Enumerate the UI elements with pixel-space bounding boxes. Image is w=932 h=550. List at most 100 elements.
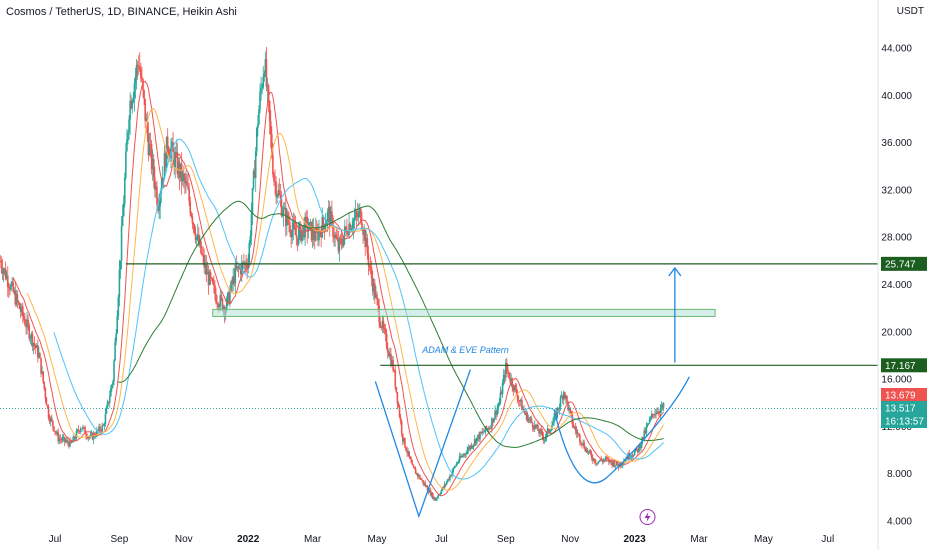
ma-long-line bbox=[53, 138, 664, 480]
candle-body bbox=[572, 424, 575, 428]
candle-body bbox=[203, 255, 205, 268]
price-tags-layer: 25.747 17.167 13.679 13.517 16:13:57 bbox=[881, 256, 927, 428]
support-zone bbox=[212, 308, 716, 317]
candle-body bbox=[99, 426, 101, 431]
candle-body bbox=[113, 360, 115, 382]
candle-body bbox=[482, 431, 485, 433]
candle-body bbox=[527, 418, 530, 422]
candle-body bbox=[637, 449, 639, 453]
candle-body bbox=[460, 455, 463, 458]
candle-body bbox=[621, 464, 624, 465]
candle-body bbox=[453, 466, 456, 469]
time-tick-label: Mar bbox=[304, 534, 322, 545]
candle-body bbox=[248, 242, 251, 263]
candle-body bbox=[469, 445, 472, 450]
candle-body bbox=[428, 490, 431, 493]
candle-body bbox=[440, 490, 443, 494]
candle-body bbox=[83, 427, 85, 428]
candle-body bbox=[266, 85, 269, 87]
candle-body bbox=[181, 173, 184, 182]
candle-body bbox=[566, 395, 568, 402]
candle-body bbox=[525, 412, 527, 415]
time-axis[interactable]: Jul Sep Nov 2022 Mar May Jul Sep Nov 2023 Mar May Ju… bbox=[49, 534, 835, 545]
candle-body bbox=[13, 290, 16, 292]
candle-body bbox=[567, 401, 569, 410]
candle-body bbox=[333, 236, 335, 239]
candle-body bbox=[648, 419, 651, 424]
candle-body bbox=[588, 450, 591, 452]
candle-body bbox=[624, 460, 626, 462]
candle-body bbox=[579, 434, 581, 442]
candle-body bbox=[513, 385, 516, 391]
candle-body bbox=[359, 208, 361, 212]
candle-body bbox=[422, 480, 424, 484]
candle-body bbox=[494, 410, 496, 419]
candle-body bbox=[150, 144, 153, 169]
candle-body bbox=[161, 177, 164, 189]
candle-body bbox=[320, 232, 322, 238]
candle-body bbox=[361, 222, 363, 230]
price-tick-label: 4.000 bbox=[887, 517, 912, 528]
candle-body bbox=[189, 201, 192, 214]
candle-body bbox=[528, 418, 531, 420]
candle-body bbox=[351, 227, 354, 229]
candle-body bbox=[90, 433, 93, 436]
candle-body bbox=[366, 238, 369, 254]
candle-body bbox=[418, 475, 420, 477]
candle-body bbox=[601, 460, 604, 462]
candle-body bbox=[47, 406, 50, 419]
candle-body bbox=[185, 181, 187, 184]
candle-body bbox=[396, 392, 399, 404]
candle-body bbox=[390, 354, 392, 366]
candle-body bbox=[295, 235, 298, 239]
candle-body bbox=[15, 294, 18, 305]
candle-body bbox=[138, 67, 141, 71]
candle-body bbox=[380, 326, 383, 329]
candle-body bbox=[334, 234, 336, 239]
candle-body bbox=[420, 479, 422, 480]
candle-body bbox=[43, 381, 46, 389]
candle-body bbox=[275, 181, 277, 198]
candle-body bbox=[511, 378, 514, 387]
candle-body bbox=[76, 429, 79, 432]
candle-body bbox=[8, 287, 10, 289]
candle-body bbox=[464, 453, 466, 455]
candle-body bbox=[522, 408, 524, 410]
candle-body bbox=[274, 181, 276, 183]
price-high-tag: 13.679 bbox=[885, 391, 916, 402]
candle-body bbox=[280, 198, 283, 216]
candle-body bbox=[87, 436, 90, 439]
candle-body bbox=[365, 238, 368, 248]
candle-body bbox=[631, 455, 634, 457]
candle-body bbox=[485, 426, 488, 430]
price-axis[interactable]: 44.000 40.000 36.000 32.000 28.000 24.000 20.0… bbox=[881, 44, 912, 528]
candle-body bbox=[49, 417, 52, 422]
candle-body bbox=[281, 214, 284, 216]
price-tick-label: 24.000 bbox=[881, 280, 912, 291]
candle-body bbox=[450, 475, 452, 477]
candle-body bbox=[477, 434, 479, 438]
candle-body bbox=[646, 424, 649, 427]
candle-body bbox=[133, 83, 136, 98]
candle-body bbox=[552, 422, 554, 426]
candle-body bbox=[18, 303, 21, 309]
candle-body bbox=[158, 206, 160, 211]
candle-body bbox=[325, 221, 328, 225]
candle-body bbox=[214, 285, 216, 295]
candle-body bbox=[251, 188, 254, 215]
candle-body bbox=[313, 237, 316, 241]
candle-body bbox=[294, 227, 297, 236]
candle-body bbox=[129, 100, 131, 120]
candle-body bbox=[462, 455, 464, 457]
candle-body bbox=[598, 461, 600, 462]
time-tick-label: 2023 bbox=[623, 534, 646, 545]
time-tick-label: Sep bbox=[111, 534, 129, 545]
candle-body bbox=[19, 308, 22, 313]
candle-body bbox=[101, 425, 104, 432]
candle-body bbox=[536, 424, 538, 428]
candle-body bbox=[410, 459, 413, 463]
candle-body bbox=[487, 428, 490, 430]
candle-body bbox=[78, 431, 81, 432]
candle-body bbox=[207, 271, 210, 285]
